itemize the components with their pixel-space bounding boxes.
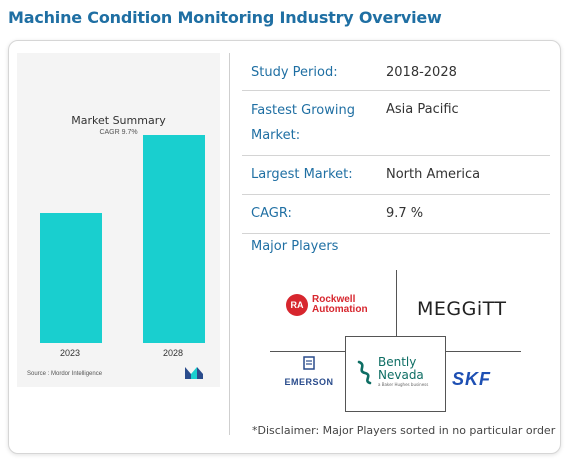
emerson-logo: EMERSON: [280, 356, 338, 387]
row-fastest-growing: Fastest Growing Market: Asia Pacific: [242, 91, 550, 156]
page-title: Machine Condition Monitoring Industry Ov…: [8, 8, 442, 27]
major-players-title: Major Players: [251, 239, 339, 254]
major-players-logos: RA Rockwell Automation MEGGiTT EMERSON B…: [270, 270, 521, 412]
bently-line2: Nevada: [378, 368, 424, 382]
bar-label-2023: 2023: [59, 348, 81, 358]
rockwell-automation-logo: RA Rockwell Automation: [286, 294, 368, 316]
largest-market-value: North America: [386, 167, 481, 182]
row-cagr: CAGR: 9.7 %: [242, 195, 550, 234]
chart-title: Market Summary: [71, 114, 166, 127]
study-period-label: Study Period:: [251, 65, 338, 80]
cagr-label: CAGR:: [251, 206, 292, 221]
chart-subtitle: CAGR 9.7%: [99, 129, 138, 136]
row-study-period: Study Period: 2018-2028: [242, 56, 550, 91]
fastest-growing-value: Asia Pacific: [386, 102, 459, 117]
bently-tagline: a Baker Hughes business: [378, 382, 429, 387]
study-period-value: 2018-2028: [386, 65, 457, 80]
center-logo-box: [345, 336, 446, 412]
bently-line1: Bently: [378, 355, 417, 369]
fastest-growing-label-2: Market:: [251, 128, 301, 143]
largest-market-label: Largest Market:: [251, 167, 353, 182]
bently-nevada-logo: Bently Nevada a Baker Hughes business: [355, 356, 428, 388]
rockwell-line1: Rockwell: [312, 294, 356, 305]
rockwell-logo-icon: RA: [286, 294, 308, 316]
mordor-intelligence-logo-icon: [185, 367, 203, 379]
emerson-name: EMERSON: [284, 377, 334, 387]
market-summary-chart: Market Summary CAGR 9.7% 2023 2028 Sourc…: [17, 53, 220, 387]
rockwell-line2: Automation: [312, 304, 368, 315]
chart-plot: [40, 135, 205, 343]
fastest-growing-label: Fastest Growing: [251, 103, 355, 118]
cagr-value: 9.7 %: [386, 206, 424, 221]
grid-line: [396, 270, 397, 336]
emerson-logo-icon: [303, 356, 315, 370]
chart-source: Source : Mordor Intelligence: [27, 371, 103, 377]
grid-line: [446, 351, 521, 352]
row-largest-market: Largest Market: North America: [242, 156, 550, 195]
bar-2028: [143, 135, 205, 343]
panel-divider: [229, 53, 230, 435]
meggitt-logo: MEGGiTT: [417, 298, 507, 320]
bently-logo-icon: [357, 360, 372, 385]
bar-2023: [40, 213, 102, 343]
disclaimer-text: *Disclaimer: Major Players sorted in no …: [252, 424, 556, 437]
bar-label-2028: 2028: [162, 348, 184, 358]
skf-logo: SKF: [452, 369, 491, 389]
grid-line: [270, 351, 345, 352]
